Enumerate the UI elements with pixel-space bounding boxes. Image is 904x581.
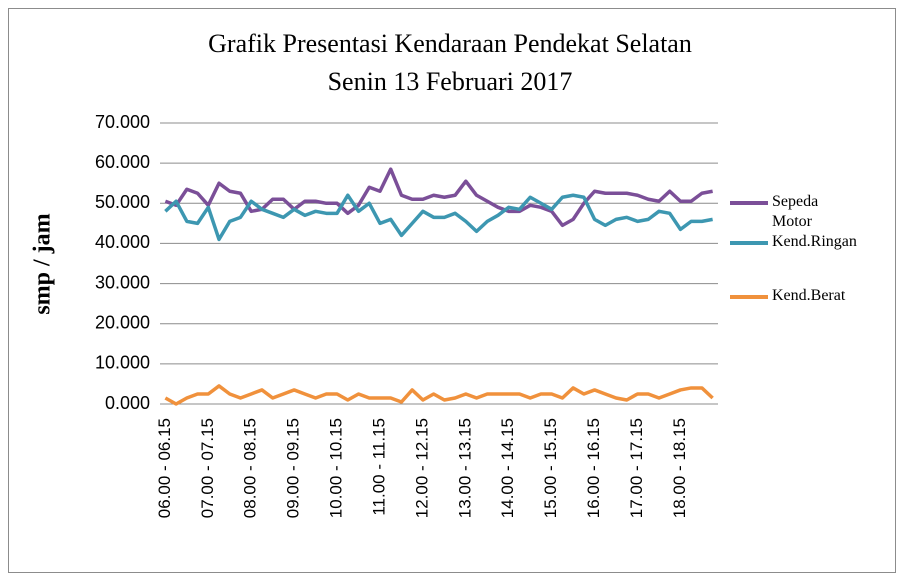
x-tick-label: 16.00 - 16.15 xyxy=(584,418,603,518)
chart-title: Grafik Presentasi Kendaraan Pendekat Sel… xyxy=(208,29,692,58)
y-tick-label: 30.000 xyxy=(95,272,150,292)
x-tick-label: 07.00 - 07.15 xyxy=(198,418,217,518)
x-tick-label: 09.00 - 09.15 xyxy=(284,418,303,518)
legend-label: Sepeda Motor xyxy=(772,193,819,230)
x-tick-label: 18.00 - 18.15 xyxy=(670,418,689,518)
y-tick-label: 40.000 xyxy=(95,232,150,252)
chart-subtitle: Senin 13 Februari 2017 xyxy=(328,67,573,96)
legend-label: Kend.Berat xyxy=(772,287,846,304)
x-tick-label: 11.00 - 11.15 xyxy=(369,418,388,516)
y-tick-label: 10.000 xyxy=(95,353,150,373)
x-tick-label: 12.00 - 12.15 xyxy=(412,418,431,518)
y-tick-label: 60.000 xyxy=(95,152,150,172)
chart-border xyxy=(8,8,896,573)
x-tick-label: 06.00 - 06.15 xyxy=(155,418,174,518)
series-line xyxy=(164,167,713,228)
y-tick-label: 50.000 xyxy=(95,192,150,212)
y-axis-label: smp / jam xyxy=(30,213,56,314)
y-tick-label: 20.000 xyxy=(95,312,150,332)
series-line xyxy=(164,193,713,242)
legend-label: Kend.Ringan xyxy=(772,233,857,250)
x-tick-label: 08.00 - 08.15 xyxy=(241,418,260,518)
x-tick-label: 10.00 - 10.15 xyxy=(327,418,346,518)
series-line xyxy=(164,384,714,406)
x-tick-label: 17.00 - 17.15 xyxy=(627,418,646,518)
x-tick-label: 14.00 - 14.15 xyxy=(498,418,517,518)
y-tick-label: 0.000 xyxy=(105,393,150,413)
y-tick-label: 70.000 xyxy=(95,112,150,132)
x-tick-label: 13.00 - 13.15 xyxy=(455,418,474,518)
x-tick-label: 15.00 - 15.15 xyxy=(541,418,560,518)
